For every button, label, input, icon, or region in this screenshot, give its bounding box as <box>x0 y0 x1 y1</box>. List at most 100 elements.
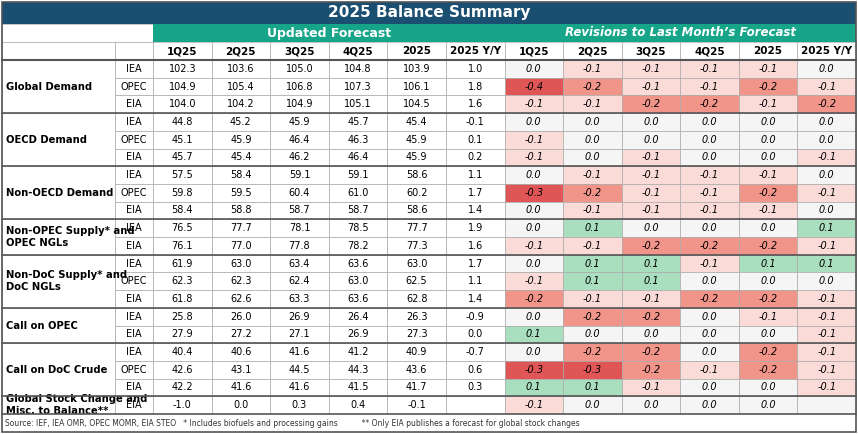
Text: 78.2: 78.2 <box>347 241 369 251</box>
Text: 62.6: 62.6 <box>230 294 251 304</box>
Bar <box>680 237 739 255</box>
Bar <box>329 308 387 326</box>
Bar <box>115 78 153 95</box>
Bar <box>622 148 680 166</box>
Bar <box>622 255 680 273</box>
Bar <box>2 42 115 60</box>
Text: 45.7: 45.7 <box>172 152 193 162</box>
Bar <box>505 361 563 378</box>
Text: 103.9: 103.9 <box>403 64 431 74</box>
Text: -0.1: -0.1 <box>642 382 661 392</box>
Text: 42.2: 42.2 <box>172 382 193 392</box>
Text: 45.4: 45.4 <box>406 117 427 127</box>
Bar <box>622 113 680 131</box>
Text: 59.5: 59.5 <box>230 188 251 198</box>
Bar <box>270 290 329 308</box>
Text: -0.2: -0.2 <box>642 241 661 251</box>
Bar <box>212 60 270 78</box>
Bar <box>212 166 270 184</box>
Text: -0.1: -0.1 <box>583 170 602 180</box>
Bar <box>2 60 115 113</box>
Text: 1Q25: 1Q25 <box>518 46 549 56</box>
Bar <box>2 396 115 414</box>
Text: -0.1: -0.1 <box>524 135 543 145</box>
Bar <box>563 78 622 95</box>
Bar <box>739 131 797 148</box>
Bar <box>563 219 622 237</box>
Text: 61.9: 61.9 <box>172 259 193 269</box>
Text: 1.8: 1.8 <box>468 82 483 92</box>
Bar <box>115 60 153 78</box>
Bar <box>115 131 153 148</box>
Bar <box>329 378 387 396</box>
Text: 0.0: 0.0 <box>584 152 601 162</box>
Text: 0.0: 0.0 <box>644 223 659 233</box>
Bar <box>622 326 680 343</box>
Text: -0.2: -0.2 <box>642 347 661 357</box>
Text: 41.5: 41.5 <box>347 382 369 392</box>
Bar <box>153 273 212 290</box>
Bar <box>622 95 680 113</box>
Bar <box>797 255 856 273</box>
Bar <box>739 78 797 95</box>
Bar <box>563 131 622 148</box>
Bar <box>115 184 153 202</box>
Text: 78.5: 78.5 <box>347 223 369 233</box>
Bar <box>739 184 797 202</box>
Bar <box>446 131 505 148</box>
Text: -0.2: -0.2 <box>758 188 777 198</box>
Bar <box>446 343 505 361</box>
Bar <box>739 361 797 378</box>
Bar <box>115 219 153 237</box>
Bar <box>797 361 856 378</box>
Text: 0.0: 0.0 <box>760 135 776 145</box>
Bar <box>153 78 212 95</box>
Bar <box>797 113 856 131</box>
Bar <box>115 202 153 219</box>
Bar <box>622 290 680 308</box>
Text: -0.1: -0.1 <box>817 188 837 198</box>
Text: -0.1: -0.1 <box>758 170 777 180</box>
Text: 46.4: 46.4 <box>347 152 369 162</box>
Bar <box>387 361 446 378</box>
Bar <box>153 60 212 78</box>
Text: 0.0: 0.0 <box>819 205 835 215</box>
Bar <box>739 308 797 326</box>
Text: 0.0: 0.0 <box>526 223 541 233</box>
Text: 45.4: 45.4 <box>230 152 251 162</box>
Text: 59.8: 59.8 <box>172 188 193 198</box>
Bar <box>739 166 797 184</box>
Text: -0.2: -0.2 <box>758 241 777 251</box>
Bar <box>446 378 505 396</box>
Text: -0.2: -0.2 <box>758 347 777 357</box>
Bar <box>680 113 739 131</box>
Bar <box>563 326 622 343</box>
Bar <box>563 237 622 255</box>
Text: 58.8: 58.8 <box>230 205 251 215</box>
Bar <box>115 343 153 361</box>
Bar <box>212 237 270 255</box>
Text: 40.9: 40.9 <box>406 347 427 357</box>
Bar <box>270 60 329 78</box>
Bar <box>622 78 680 95</box>
Bar <box>505 166 563 184</box>
Bar <box>797 396 856 414</box>
Bar <box>2 414 856 432</box>
Text: 45.7: 45.7 <box>347 117 369 127</box>
Bar <box>153 396 212 414</box>
Text: -0.1: -0.1 <box>583 99 602 109</box>
Text: 0.0: 0.0 <box>760 400 776 410</box>
Text: 0.0: 0.0 <box>760 223 776 233</box>
Text: 43.1: 43.1 <box>230 365 251 375</box>
Text: -0.1: -0.1 <box>642 152 661 162</box>
Bar <box>622 361 680 378</box>
Bar <box>115 378 153 396</box>
Text: 63.0: 63.0 <box>406 259 427 269</box>
Bar <box>212 326 270 343</box>
Text: IEA: IEA <box>126 223 142 233</box>
Text: -0.2: -0.2 <box>583 82 602 92</box>
Text: 0.1: 0.1 <box>644 276 659 286</box>
Bar <box>739 42 797 60</box>
Bar <box>680 308 739 326</box>
Text: 2025: 2025 <box>402 46 431 56</box>
